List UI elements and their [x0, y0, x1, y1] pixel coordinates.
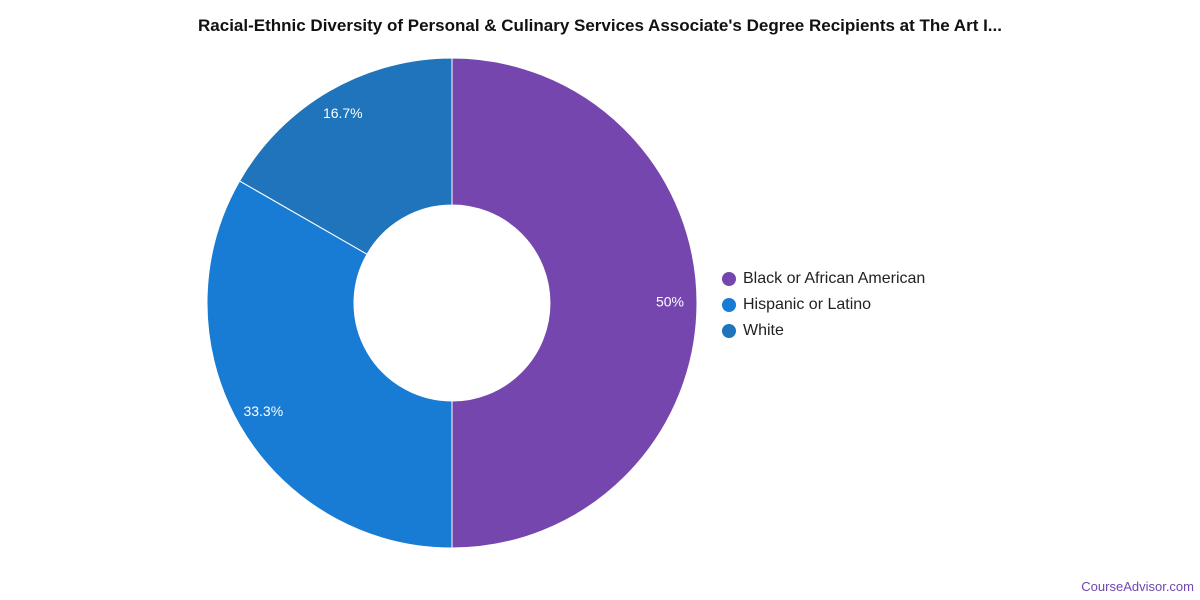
chart-title: Racial-Ethnic Diversity of Personal & Cu…	[198, 16, 1002, 35]
legend-item-white[interactable]: White	[722, 318, 925, 344]
legend: Black or African American Hispanic or La…	[722, 266, 925, 344]
legend-item-hispanic-or-latino[interactable]: Hispanic or Latino	[722, 292, 925, 318]
legend-swatch-icon	[722, 298, 736, 312]
data-label-hispanic-or-latino: 33.3%	[243, 403, 283, 419]
legend-label: Hispanic or Latino	[743, 296, 872, 313]
legend-item-black-or-african-american[interactable]: Black or African American	[722, 266, 925, 292]
legend-label: Black or African American	[743, 270, 926, 287]
slice-white[interactable]	[238, 57, 453, 255]
slice-hispanic-or-latino[interactable]	[206, 180, 453, 549]
legend-swatch-icon	[722, 272, 736, 286]
data-label-black-or-african-american: 50%	[656, 294, 684, 310]
slice-black-or-african-american[interactable]	[451, 57, 698, 549]
source-credit-link[interactable]: CourseAdvisor.com	[1081, 579, 1194, 594]
legend-label: White	[743, 322, 784, 339]
legend-swatch-icon	[722, 324, 736, 338]
data-label-white: 16.7%	[323, 105, 363, 121]
